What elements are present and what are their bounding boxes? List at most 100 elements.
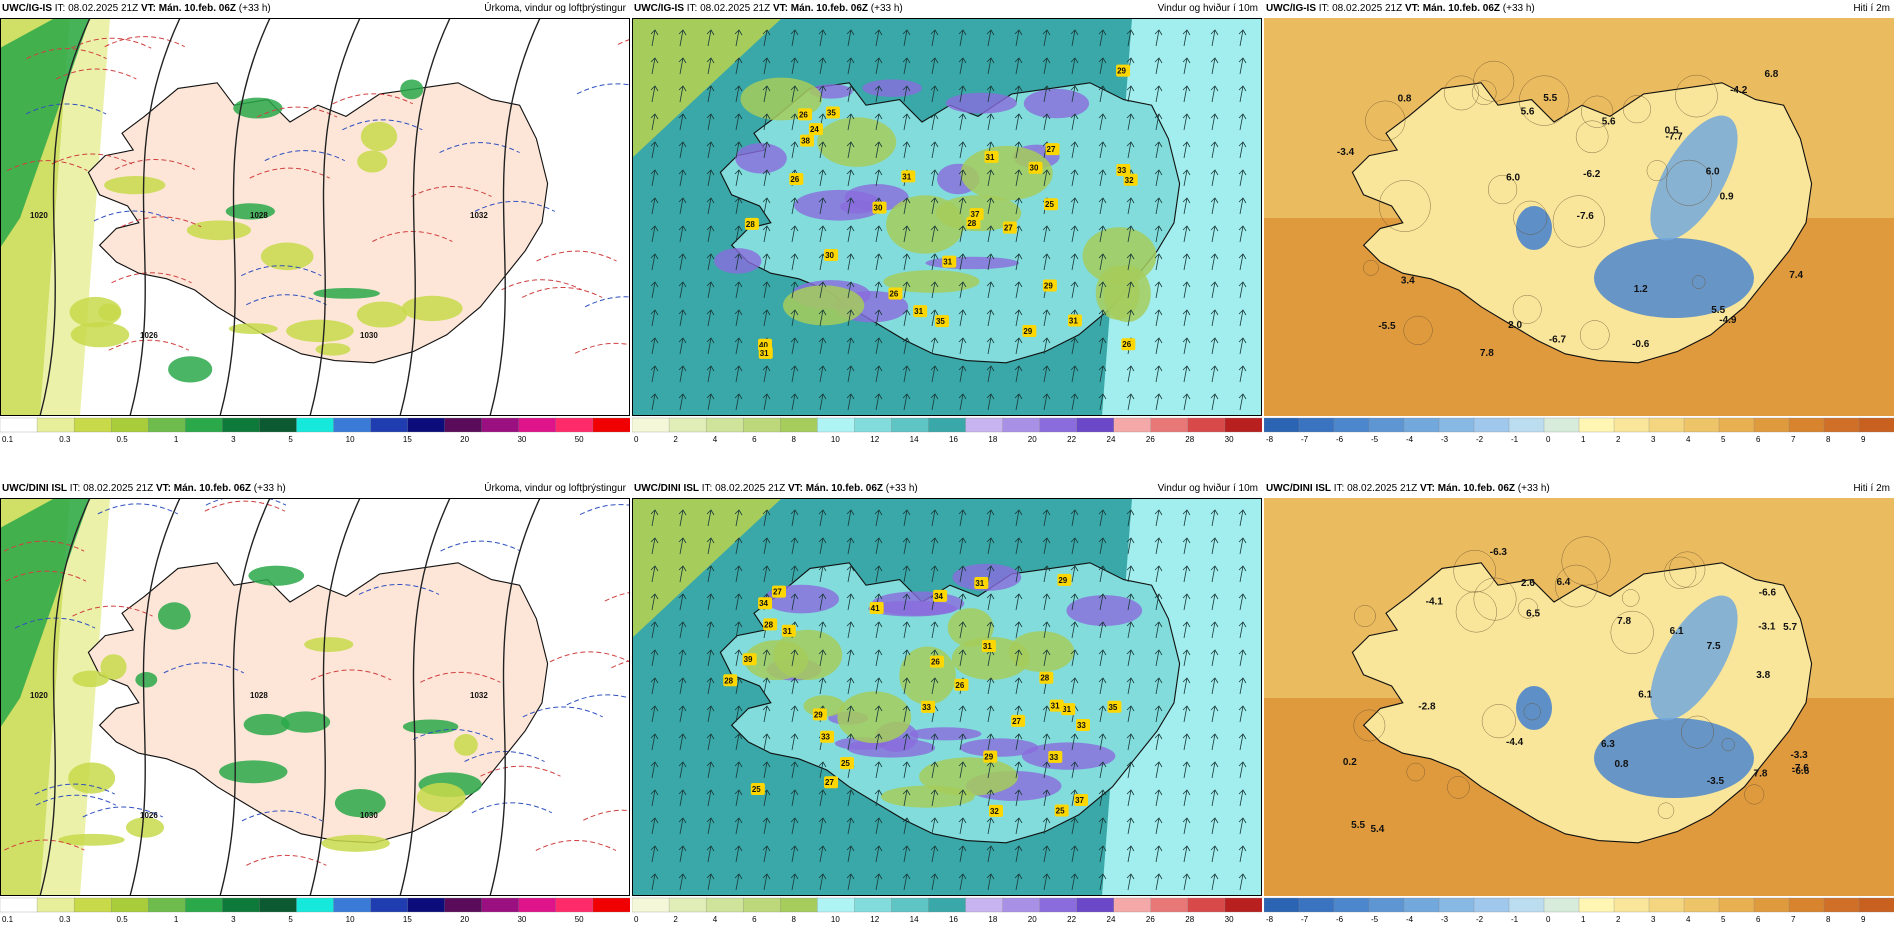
gust-label-box bbox=[839, 757, 854, 770]
wind-arrow bbox=[818, 845, 827, 863]
gust-label: 27 bbox=[1004, 224, 1013, 233]
isotherm-contour bbox=[1406, 762, 1425, 782]
wind-arrow bbox=[790, 309, 799, 327]
wind-arrow bbox=[958, 57, 967, 75]
calm-zone bbox=[817, 117, 897, 167]
colorbar-swatch bbox=[1076, 417, 1115, 433]
wind-arrow bbox=[734, 817, 743, 835]
panel-header: UWC/IG-IS IT: 08.02.2025 21Z VT: Mán. 10… bbox=[632, 0, 1262, 18]
colorbar-swatch bbox=[73, 897, 112, 913]
temp-map-canvas: 5.5 5.6 3.4 6.0 1.2 7.4 6.0 2.0 6.8 5.5 -5.5 7.8 -0.… bbox=[1264, 18, 1894, 416]
cold-zone bbox=[1650, 595, 1738, 721]
temp-label: -4.4 bbox=[1506, 737, 1524, 748]
wind-arrow bbox=[650, 621, 659, 639]
isotherm-contour bbox=[1675, 74, 1718, 118]
wind-arrow bbox=[1238, 761, 1247, 779]
colorbar-tick-label: 5 bbox=[288, 915, 293, 924]
gust-label: 29 bbox=[1044, 281, 1053, 290]
wind-arrow bbox=[650, 845, 659, 863]
colorbar-swatch bbox=[1264, 417, 1300, 433]
gust-zone bbox=[846, 738, 936, 758]
wind-arrow bbox=[1098, 761, 1107, 779]
wind-arrow bbox=[1014, 649, 1023, 667]
gust-label: 35 bbox=[1108, 703, 1117, 712]
colorbar-swatch bbox=[1224, 417, 1262, 433]
wind-arrow bbox=[706, 845, 715, 863]
lead-time: (+33 h) bbox=[870, 3, 903, 14]
isotherm-contour bbox=[1517, 598, 1539, 619]
vt-value: Mán. 10.feb. 06Z bbox=[158, 3, 236, 14]
isotherm-line bbox=[420, 671, 501, 683]
colorbar-tick-label: 8 bbox=[792, 435, 797, 444]
colorbar-tick-label: 2 bbox=[1616, 915, 1621, 924]
gust-label-box bbox=[988, 804, 1003, 817]
wind-arrow bbox=[762, 873, 771, 891]
colorbar-swatch bbox=[1753, 897, 1790, 913]
isotherm-contour bbox=[1581, 95, 1614, 128]
wind-arrow bbox=[902, 253, 911, 271]
isotherm-line bbox=[617, 38, 630, 45]
wind-arrow bbox=[930, 141, 939, 159]
wind-arrow bbox=[1210, 169, 1219, 187]
wind-arrow bbox=[678, 649, 687, 667]
isotherm-line bbox=[480, 765, 561, 777]
wind-arrow bbox=[1154, 817, 1163, 835]
colorbar-tick-label: -8 bbox=[1266, 915, 1274, 924]
vt-value: Mán. 10.feb. 06Z bbox=[173, 483, 251, 494]
colorbar-tick-label: 14 bbox=[910, 435, 919, 444]
wind-arrow bbox=[1238, 141, 1247, 159]
wind-arrow bbox=[958, 565, 967, 583]
wind-arrow bbox=[734, 337, 743, 355]
gust-label-box bbox=[812, 708, 827, 721]
precip-cell bbox=[357, 150, 388, 173]
wind-arrow bbox=[678, 593, 687, 611]
wind-arrow bbox=[762, 761, 771, 779]
colorbar-tick-label: 3 bbox=[1651, 435, 1656, 444]
wind-arrow bbox=[846, 113, 855, 131]
wind-arrow bbox=[1238, 817, 1247, 835]
precip-cell bbox=[225, 203, 275, 220]
wind-arrow bbox=[1098, 141, 1107, 159]
wind-arrow bbox=[930, 817, 939, 835]
wind-arrow bbox=[1042, 733, 1051, 751]
wind-arrow bbox=[678, 281, 687, 299]
colorbar-swatch bbox=[1718, 897, 1755, 913]
gust-label: 26 bbox=[799, 110, 808, 119]
wind-arrow bbox=[1126, 537, 1135, 555]
wind-arrow bbox=[930, 169, 939, 187]
wind-arrow bbox=[1126, 733, 1135, 751]
wind-arrow bbox=[1182, 621, 1191, 639]
colorbar-tick-label: 0 bbox=[634, 915, 639, 924]
gust-label: 37 bbox=[1075, 796, 1084, 805]
wind-arrow bbox=[986, 281, 995, 299]
wind-arrow bbox=[1070, 141, 1079, 159]
wind-arrow bbox=[678, 621, 687, 639]
wind-arrow bbox=[1126, 705, 1135, 723]
wind-arrow bbox=[706, 85, 715, 103]
wind-arrow bbox=[1126, 281, 1135, 299]
colorbar-swatch bbox=[296, 417, 335, 433]
isotherm-line bbox=[163, 662, 245, 674]
gust-label: 33 bbox=[1049, 753, 1058, 762]
wind-arrow bbox=[1238, 29, 1247, 47]
wind-arrow bbox=[818, 85, 827, 103]
wind-arrow bbox=[958, 509, 967, 527]
colorbar-tick-label: 12 bbox=[870, 915, 879, 924]
temp-label: 2.0 bbox=[1508, 320, 1522, 331]
wind-arrow bbox=[706, 565, 715, 583]
isotherm-line bbox=[205, 498, 287, 506]
precip-cell bbox=[219, 760, 288, 784]
colorbar-swatch bbox=[1039, 417, 1078, 433]
isotherm-contour bbox=[1473, 577, 1517, 621]
wind-arrow bbox=[1210, 337, 1219, 355]
colorbar-swatch bbox=[668, 897, 707, 913]
wind-arrow bbox=[1126, 789, 1135, 807]
wind-arrow bbox=[790, 29, 799, 47]
colorbar-tick-label: -7 bbox=[1301, 435, 1309, 444]
wind-arrow bbox=[846, 733, 855, 751]
temp-label: -6.6 bbox=[1759, 587, 1777, 598]
wind-arrow bbox=[734, 309, 743, 327]
wind-arrow bbox=[1014, 537, 1023, 555]
isotherm-contour bbox=[1554, 564, 1598, 608]
wind-arrow bbox=[958, 337, 967, 355]
